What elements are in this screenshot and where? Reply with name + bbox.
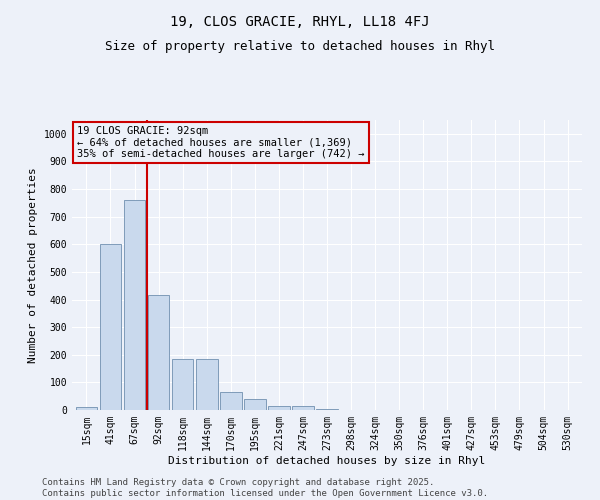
Bar xyxy=(76,407,97,410)
Bar xyxy=(244,399,266,410)
Text: Size of property relative to detached houses in Rhyl: Size of property relative to detached ho… xyxy=(105,40,495,53)
X-axis label: Distribution of detached houses by size in Rhyl: Distribution of detached houses by size … xyxy=(169,456,485,466)
Bar xyxy=(268,406,290,410)
Bar xyxy=(172,359,193,410)
Bar xyxy=(196,359,218,410)
Text: 19 CLOS GRACIE: 92sqm
← 64% of detached houses are smaller (1,369)
35% of semi-d: 19 CLOS GRACIE: 92sqm ← 64% of detached … xyxy=(77,126,365,159)
Text: 19, CLOS GRACIE, RHYL, LL18 4FJ: 19, CLOS GRACIE, RHYL, LL18 4FJ xyxy=(170,15,430,29)
Bar xyxy=(124,200,145,410)
Bar xyxy=(316,408,338,410)
Text: Contains HM Land Registry data © Crown copyright and database right 2025.
Contai: Contains HM Land Registry data © Crown c… xyxy=(42,478,488,498)
Y-axis label: Number of detached properties: Number of detached properties xyxy=(28,167,38,363)
Bar xyxy=(292,406,314,410)
Bar xyxy=(100,244,121,410)
Bar xyxy=(148,296,169,410)
Bar xyxy=(220,392,242,410)
